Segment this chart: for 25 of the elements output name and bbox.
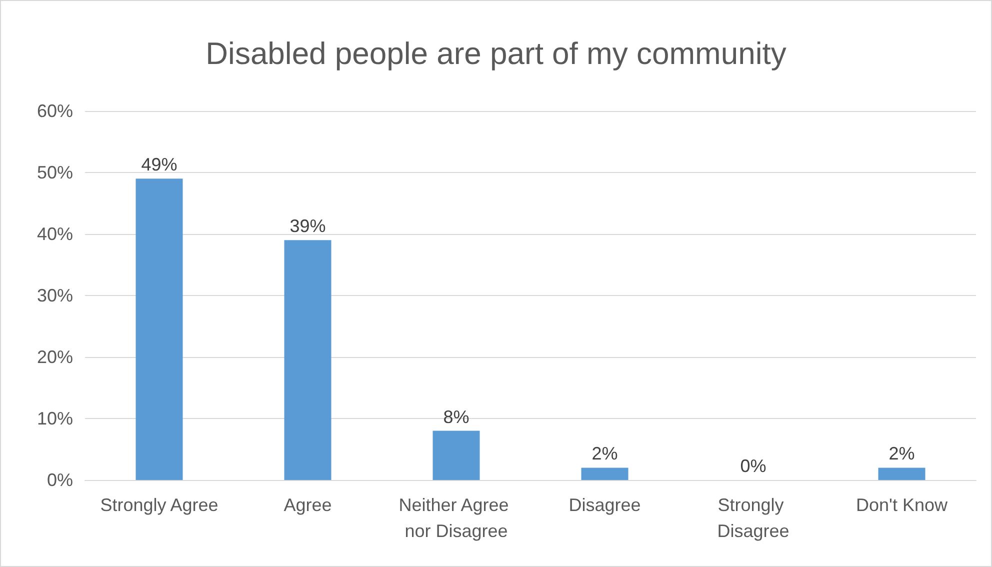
bar bbox=[284, 240, 332, 480]
data-label: 0% bbox=[740, 456, 766, 476]
x-tick-label: Strongly Agree bbox=[100, 495, 218, 515]
data-label: 39% bbox=[290, 216, 326, 236]
x-tick-label: Neither Agree nor Disagree bbox=[398, 495, 514, 541]
bar bbox=[432, 430, 480, 480]
y-tick-label: 10% bbox=[36, 408, 73, 428]
bar bbox=[136, 178, 183, 480]
x-tick-label: Agree bbox=[284, 495, 332, 515]
x-tick-label: Disagree bbox=[568, 495, 641, 515]
y-tick-label: 40% bbox=[36, 224, 73, 244]
y-tick-label: 20% bbox=[36, 347, 73, 367]
data-label: 2% bbox=[592, 444, 618, 464]
chart-title: Disabled people are part of my community bbox=[206, 36, 787, 71]
bar bbox=[581, 468, 628, 480]
y-tick-label: 60% bbox=[36, 101, 73, 121]
y-tick-label: 30% bbox=[36, 286, 73, 306]
data-label: 8% bbox=[443, 406, 470, 427]
x-tick-label: Strongly Disagree bbox=[717, 495, 790, 541]
data-label: 2% bbox=[888, 444, 915, 464]
x-tick-label: Don't Know bbox=[856, 495, 948, 515]
bar bbox=[878, 468, 926, 480]
y-tick-label: 0% bbox=[46, 470, 73, 490]
y-tick-label: 50% bbox=[36, 162, 73, 182]
data-label: 49% bbox=[141, 154, 178, 175]
